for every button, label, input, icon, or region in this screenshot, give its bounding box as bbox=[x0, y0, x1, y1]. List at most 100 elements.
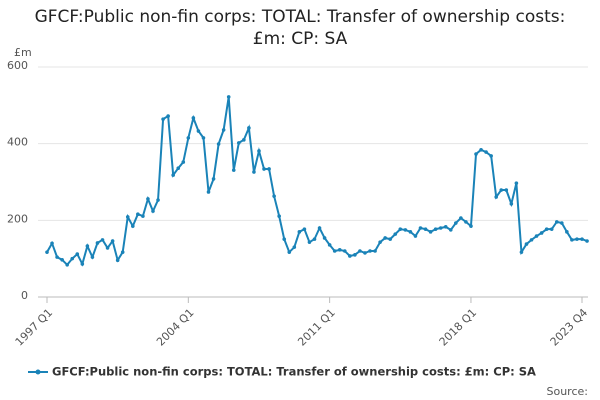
x-tick-label: 1997 Q1 bbox=[13, 306, 56, 349]
data-point bbox=[388, 237, 393, 241]
data-point bbox=[307, 240, 312, 244]
data-point bbox=[398, 227, 403, 231]
data-point bbox=[443, 225, 448, 229]
data-point bbox=[408, 230, 413, 234]
y-tick-label: 200 bbox=[7, 212, 28, 225]
data-point bbox=[50, 241, 54, 246]
data-point bbox=[131, 224, 135, 228]
data-point bbox=[216, 142, 221, 146]
data-point bbox=[181, 160, 186, 164]
data-point bbox=[368, 249, 372, 253]
data-point bbox=[383, 236, 387, 240]
data-point bbox=[302, 227, 307, 231]
data-point bbox=[242, 138, 246, 142]
data-point bbox=[560, 221, 564, 225]
data-point bbox=[353, 253, 357, 257]
legend-marker bbox=[35, 369, 41, 375]
data-point bbox=[80, 262, 85, 266]
data-point bbox=[257, 149, 261, 153]
x-tick-label: 2023 Q4 bbox=[548, 306, 591, 349]
data-point bbox=[570, 238, 574, 242]
data-point bbox=[363, 251, 367, 255]
data-point bbox=[494, 195, 498, 199]
data-point bbox=[509, 202, 514, 206]
data-point bbox=[423, 227, 428, 231]
y-tick-label: 400 bbox=[7, 136, 28, 149]
data-point bbox=[332, 249, 337, 253]
data-point bbox=[287, 250, 292, 254]
data-point bbox=[327, 243, 332, 247]
data-point bbox=[514, 181, 519, 185]
chart-title: GFCF:Public non-fin corps: TOTAL: Transf… bbox=[34, 7, 566, 49]
data-point bbox=[469, 224, 473, 228]
data-point bbox=[459, 216, 463, 220]
data-point bbox=[554, 220, 559, 224]
data-point bbox=[348, 254, 352, 258]
data-point bbox=[186, 136, 191, 140]
data-point bbox=[45, 250, 49, 254]
data-point bbox=[95, 241, 100, 245]
data-point bbox=[85, 244, 90, 248]
data-point bbox=[317, 226, 322, 230]
data-point bbox=[448, 228, 453, 232]
data-point bbox=[403, 228, 408, 232]
data-point bbox=[337, 248, 342, 252]
data-point bbox=[211, 177, 216, 181]
data-point bbox=[151, 209, 155, 213]
data-point bbox=[358, 249, 362, 253]
x-tick-label: 2011 Q1 bbox=[295, 306, 338, 349]
data-point bbox=[292, 245, 297, 249]
data-point bbox=[534, 234, 539, 238]
data-point bbox=[247, 126, 251, 130]
x-tick-label: 2004 Q1 bbox=[154, 306, 197, 349]
data-point bbox=[262, 167, 266, 171]
data-point bbox=[272, 194, 276, 198]
data-point bbox=[90, 255, 95, 259]
data-point bbox=[110, 239, 115, 243]
data-point bbox=[438, 226, 443, 230]
source: Source: bbox=[547, 385, 589, 398]
data-point bbox=[342, 249, 347, 253]
data-point bbox=[166, 114, 170, 118]
data-point bbox=[454, 221, 458, 225]
data-point bbox=[484, 150, 488, 154]
data-point bbox=[161, 117, 165, 121]
data-point bbox=[428, 230, 433, 234]
data-point bbox=[418, 226, 423, 230]
data-point bbox=[120, 250, 125, 254]
data-point bbox=[105, 246, 110, 250]
data-point bbox=[282, 237, 287, 241]
data-point bbox=[312, 237, 317, 241]
data-point bbox=[75, 252, 80, 256]
data-point bbox=[499, 188, 504, 192]
data-point bbox=[489, 154, 493, 158]
data-point bbox=[575, 237, 579, 241]
data-point bbox=[585, 239, 589, 243]
data-point bbox=[413, 234, 418, 238]
data-point bbox=[100, 238, 105, 242]
data-point bbox=[252, 170, 256, 174]
data-point bbox=[70, 256, 75, 261]
data-point bbox=[565, 230, 569, 234]
data-point bbox=[60, 258, 64, 262]
y-tick-label: 0 bbox=[21, 289, 28, 302]
data-point bbox=[146, 197, 150, 201]
data-point bbox=[464, 220, 468, 224]
data-point bbox=[231, 168, 236, 172]
data-point bbox=[580, 237, 584, 241]
data-point bbox=[549, 227, 554, 231]
y-axis-label: £m bbox=[14, 46, 32, 59]
data-point bbox=[322, 236, 327, 240]
data-point bbox=[136, 212, 140, 216]
data-point bbox=[474, 152, 478, 156]
y-tick-label: 600 bbox=[7, 59, 28, 72]
data-point bbox=[267, 167, 271, 171]
data-point bbox=[529, 238, 534, 242]
data-point bbox=[378, 240, 382, 244]
legend-label: GFCF:Public non-fin corps: TOTAL: Transf… bbox=[52, 365, 536, 379]
series-line bbox=[46, 96, 588, 267]
data-point bbox=[115, 258, 120, 263]
data-point bbox=[125, 215, 130, 219]
